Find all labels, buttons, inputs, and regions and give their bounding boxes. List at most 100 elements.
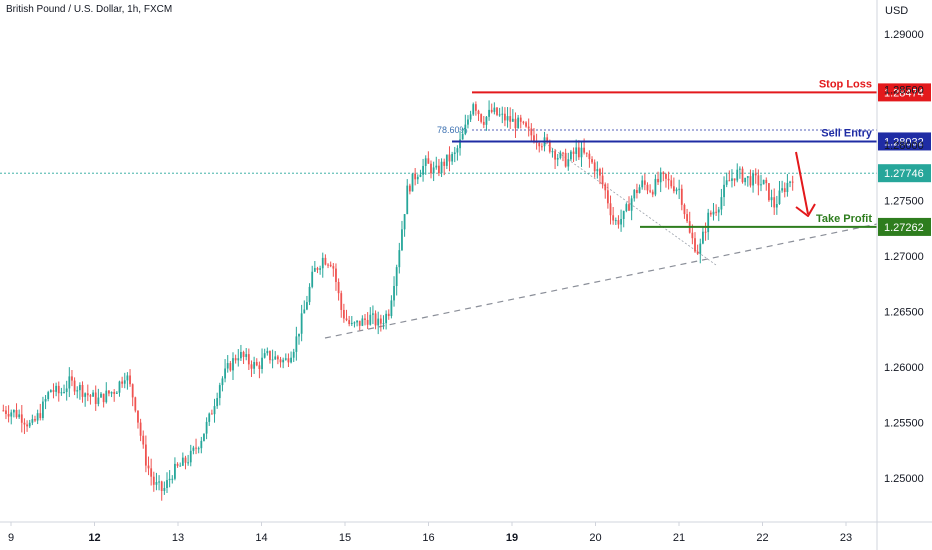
- candle-body: [240, 352, 242, 359]
- candle-body: [369, 314, 372, 325]
- candle-body: [210, 413, 213, 415]
- candle-body: [717, 209, 720, 213]
- candle-body: [712, 211, 715, 215]
- candle-body: [733, 178, 736, 181]
- candle-body: [253, 362, 256, 369]
- candle-body: [271, 359, 274, 361]
- candle-body: [720, 197, 723, 210]
- candle-body: [255, 362, 258, 366]
- candle-body: [226, 363, 229, 369]
- x-tick-label: 16: [422, 532, 434, 544]
- candle-body: [408, 185, 411, 192]
- candle-body: [266, 350, 269, 354]
- candle-body: [55, 385, 58, 392]
- candle-body: [506, 116, 509, 121]
- candle-body: [213, 406, 216, 415]
- candle-body: [237, 358, 240, 361]
- candle-body: [361, 318, 364, 326]
- candle-body: [242, 352, 245, 357]
- candle-body: [163, 488, 166, 491]
- candle-body: [150, 468, 153, 477]
- candle-body: [765, 179, 768, 184]
- candle-body: [147, 465, 150, 469]
- candle-body: [110, 392, 113, 394]
- candle-body: [100, 393, 102, 398]
- x-tick-label: 20: [589, 532, 601, 544]
- candle-body: [517, 117, 520, 129]
- candle-body: [527, 126, 530, 129]
- candle-body: [691, 232, 694, 239]
- y-tick-label: 1.28000: [884, 140, 924, 152]
- candle-body: [171, 478, 174, 480]
- candle-body: [247, 354, 250, 365]
- candle-body: [184, 457, 187, 463]
- candle-body: [472, 104, 475, 115]
- candle-body: [622, 210, 625, 219]
- candle-body: [485, 116, 488, 125]
- candle-body: [208, 413, 211, 422]
- candle-body: [205, 421, 208, 434]
- candle-body: [12, 409, 15, 413]
- last-price-tag-label: 1.27746: [884, 168, 924, 180]
- trade-levels: Stop Loss 1.28474 Sell Entry 1.28032 Take Pr…: [452, 78, 931, 236]
- y-tick-label: 1.25000: [884, 473, 924, 485]
- candle-body: [76, 390, 79, 392]
- candle-body: [657, 178, 659, 183]
- candle-body: [604, 184, 607, 191]
- price-tag-bg: [878, 217, 931, 236]
- candle-body: [749, 176, 752, 186]
- candle-body: [81, 384, 84, 397]
- candle-body: [641, 180, 644, 188]
- candle-body: [174, 463, 176, 479]
- candle-body: [23, 422, 26, 425]
- x-tick-label: 13: [172, 532, 184, 544]
- candle-body: [432, 167, 435, 174]
- candle-body: [274, 356, 277, 360]
- candle-body: [670, 180, 673, 187]
- candle-body: [78, 384, 81, 391]
- candle-body: [179, 465, 182, 467]
- candle-body: [530, 128, 533, 136]
- candle-body: [583, 147, 586, 153]
- candle-body: [403, 214, 406, 230]
- candle-body: [126, 375, 129, 381]
- candle-body: [519, 117, 522, 122]
- candle-body: [752, 173, 754, 186]
- candle-body: [538, 142, 541, 147]
- candle-body: [152, 476, 155, 485]
- candle-body: [593, 162, 596, 172]
- candle-body: [39, 413, 42, 419]
- candle-body: [575, 147, 578, 154]
- candle-body: [197, 448, 200, 450]
- candle-body: [783, 188, 786, 193]
- candle-body: [511, 118, 514, 122]
- candle-body: [665, 174, 667, 179]
- candle-body: [364, 318, 366, 320]
- candle-body: [546, 137, 549, 141]
- candle-body: [588, 153, 591, 160]
- candle-body: [36, 413, 39, 421]
- candle-body: [374, 313, 377, 326]
- fib-retracement-line: [544, 142, 717, 266]
- candle-body: [308, 286, 311, 303]
- candle-body: [754, 173, 757, 176]
- candle-body: [453, 152, 456, 154]
- candle-body: [348, 320, 351, 325]
- candle-body: [131, 384, 134, 398]
- candle-body: [411, 173, 414, 192]
- candle-body: [68, 376, 71, 389]
- candle-body: [662, 172, 665, 175]
- candle-body: [683, 204, 686, 215]
- y-tick-label: 1.25500: [884, 418, 924, 430]
- candle-body: [738, 168, 741, 170]
- candle-body: [2, 410, 5, 412]
- candle-body: [102, 393, 105, 403]
- candle-body: [65, 388, 68, 393]
- ascending-trendline: [324, 223, 878, 339]
- candle-body: [614, 220, 617, 222]
- candle-body: [395, 267, 398, 286]
- candle-body: [353, 322, 356, 324]
- candle-body: [60, 392, 63, 394]
